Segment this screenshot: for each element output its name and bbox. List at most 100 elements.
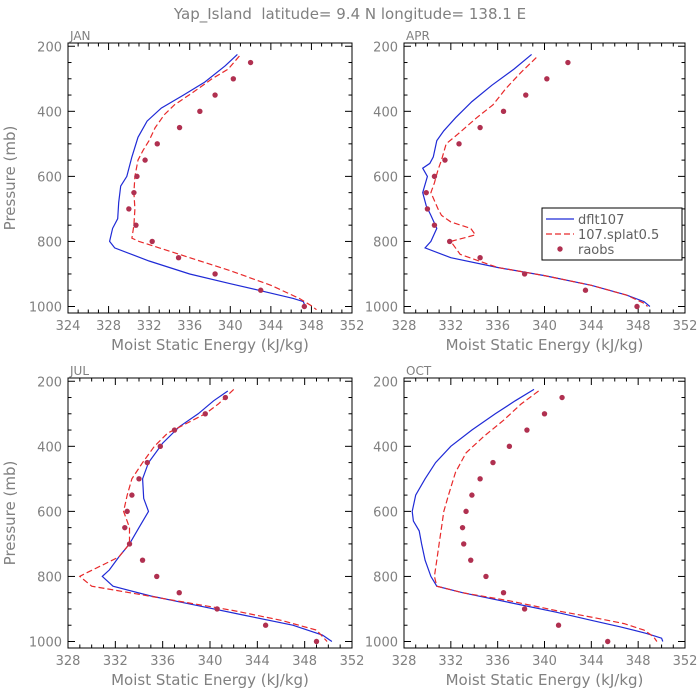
x-tick-label: 340 (532, 319, 557, 334)
x-tick-label: 332 (103, 654, 128, 669)
y-tick-label: 800 (373, 570, 398, 585)
raobs-point (144, 459, 150, 466)
y-tick-label: 400 (373, 440, 398, 455)
raobs-point (521, 606, 528, 612)
raobs-point (500, 589, 507, 596)
raobs-point (212, 271, 218, 277)
x-axis-title: Moist Static Energy (kJ/kg) (446, 336, 644, 354)
x-tick-label: 336 (485, 654, 510, 669)
y-tick-label: 800 (373, 235, 398, 250)
raobs-point (157, 443, 163, 450)
x-tick-label: 348 (626, 654, 651, 669)
x-tick-label: 340 (218, 319, 243, 334)
raobs-point (139, 557, 146, 563)
x-tick-label: 336 (177, 319, 202, 334)
raobs-point (423, 189, 429, 196)
raobs-point (463, 508, 469, 515)
raobs-point (490, 459, 496, 466)
x-tick-label: 328 (96, 319, 121, 334)
y-tick-label: 1000 (365, 635, 398, 650)
series-line-107-splat0-5 (433, 390, 658, 642)
legend-swatch-raobs (557, 246, 563, 252)
raobs-point (461, 541, 467, 547)
x-tick-label: 336 (150, 654, 175, 669)
raobs-point (521, 271, 528, 277)
x-tick-label: 348 (292, 654, 317, 669)
raobs-point (142, 157, 148, 163)
raobs-point (431, 173, 438, 180)
raobs-point (176, 124, 183, 131)
panel-label: OCT (406, 364, 432, 378)
y-tick-label: 1000 (29, 300, 62, 315)
x-tick-label: 340 (532, 654, 557, 669)
x-tick-label: 332 (438, 654, 463, 669)
y-axis-title: Pressure (mb) (1, 126, 19, 231)
raobs-point (523, 92, 529, 98)
x-tick-label: 344 (245, 654, 270, 669)
x-tick-label: 352 (673, 654, 698, 669)
series-line-107-splat0-5 (131, 55, 317, 311)
raobs-point (122, 524, 128, 531)
plot-frame (67, 42, 353, 314)
x-tick-label: 336 (485, 319, 510, 334)
raobs-point (154, 141, 160, 147)
raobs-point (262, 622, 269, 628)
chart-title: Yap_Island latitude= 9.4 N longitude= 13… (173, 5, 526, 24)
raobs-point (176, 589, 182, 596)
raobs-point (424, 206, 431, 212)
x-tick-label: 352 (673, 319, 698, 334)
y-tick-label: 800 (37, 570, 62, 585)
raobs-point (544, 76, 550, 82)
x-axis-title: Moist Static Energy (kJ/kg) (111, 671, 309, 689)
y-tick-label: 400 (373, 105, 398, 120)
raobs-point (136, 476, 142, 482)
raobs-point (222, 394, 229, 401)
raobs-point (524, 427, 530, 433)
plot-frame (67, 377, 353, 649)
raobs-point (214, 606, 220, 612)
panel-label: JUL (69, 364, 89, 378)
raobs-point (197, 108, 203, 115)
raobs-point (555, 622, 562, 628)
series-line-107-splat0-5 (430, 57, 648, 307)
raobs-point (212, 92, 218, 98)
raobs-point (149, 238, 155, 245)
panel-label: APR (406, 29, 430, 43)
raobs-point (129, 492, 135, 498)
raobs-point (582, 287, 589, 293)
raobs-point (541, 411, 548, 417)
raobs-point (559, 394, 565, 401)
raobs-point (124, 508, 130, 515)
raobs-point (230, 76, 237, 82)
series-line-dflt107 (421, 53, 651, 307)
raobs-point (171, 427, 178, 433)
series-line-107-splat0-5 (78, 388, 328, 642)
raobs-point (202, 411, 208, 417)
raobs-point (154, 573, 160, 580)
y-tick-label: 400 (37, 105, 62, 120)
series-line-dflt107 (411, 388, 664, 642)
plot-frame (403, 42, 686, 314)
y-tick-label: 200 (37, 375, 62, 390)
legend-label: dflt107 (578, 213, 624, 228)
x-tick-label: 344 (579, 654, 604, 669)
raobs-point (483, 573, 489, 580)
raobs-point (459, 524, 466, 531)
raobs-point (442, 157, 448, 163)
x-tick-label: 328 (392, 654, 417, 669)
raobs-point (477, 124, 483, 131)
x-axis-title: Moist Static Energy (kJ/kg) (446, 671, 644, 689)
x-tick-label: 348 (626, 319, 651, 334)
series-line-dflt107 (101, 390, 333, 642)
raobs-point (313, 638, 320, 645)
legend-label: 107.splat0.5 (578, 228, 659, 243)
panel-jan: JAN 324 328 332 336 340 344 348 352 200 400 600 800 1… (1, 29, 364, 354)
x-tick-label: 332 (438, 319, 463, 334)
x-tick-label: 352 (340, 319, 365, 334)
raobs-point (605, 638, 611, 645)
raobs-point (565, 59, 571, 66)
panel-jul: JUL 328 332 336 340 344 348 352 200 400 600 800 1000… (1, 364, 364, 689)
y-tick-label: 200 (37, 40, 62, 55)
